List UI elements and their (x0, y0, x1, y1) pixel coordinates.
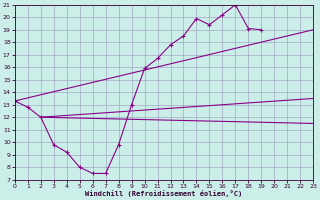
X-axis label: Windchill (Refroidissement éolien,°C): Windchill (Refroidissement éolien,°C) (85, 190, 243, 197)
